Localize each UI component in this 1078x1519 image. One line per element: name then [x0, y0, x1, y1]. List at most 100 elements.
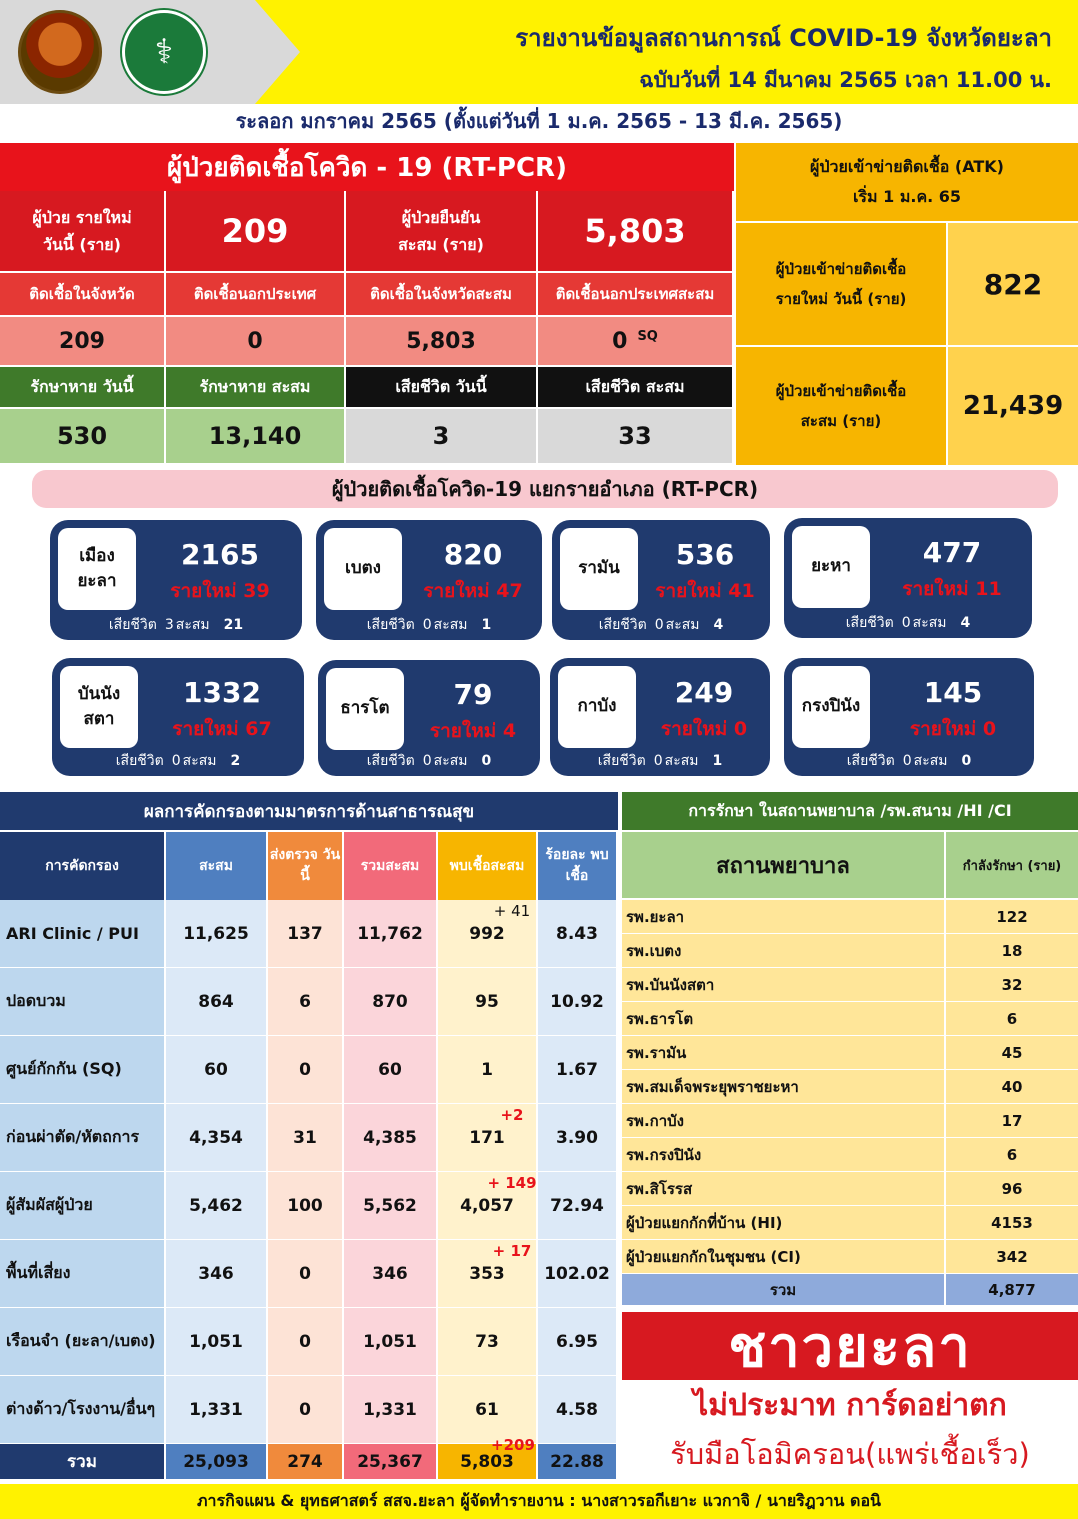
screening-cell: 0 [268, 1240, 344, 1308]
atk-title: ผู้ป่วยเข้าข่ายติดเชื้อ (ATK) เริ่ม 1 ม.… [736, 143, 1078, 221]
atk-new-label-line2: รายใหม่ วันนี้ (ราย) [775, 290, 907, 308]
slogan-line1: ชาวยะลา [622, 1312, 1078, 1380]
hospital-name: รพ.กาบัง [622, 1104, 946, 1138]
cumulative-cases-value: 5,803 [538, 191, 734, 273]
district-death-label: เสียชีวิต [108, 617, 157, 633]
district-death-label: เสียชีวิต [846, 753, 895, 769]
district-total-cases: 1332 [183, 676, 261, 709]
screening-total-cell: 25,367 [344, 1444, 438, 1480]
hospital-count: 96 [946, 1172, 1078, 1206]
screening-cell: 6 [268, 968, 344, 1036]
deaths-cumulative-value: 33 [538, 409, 734, 465]
hospital-name: รพ.สิโรรส [622, 1172, 946, 1206]
district-deaths: เสียชีวิต 0 สะสม 4 [794, 612, 1022, 634]
screening-cell: 95 [438, 968, 538, 1036]
district-death-cumulative: 4 [960, 615, 971, 631]
district-total-cases: 477 [922, 536, 982, 569]
atk-cumulative-label-line2: สะสม (ราย) [800, 412, 882, 430]
screening-cell: ปอดบวม [0, 968, 166, 1036]
district-death-label: เสียชีวิต [597, 753, 646, 769]
district-section-title: ผู้ป่วยติดเชื้อโควิด-19 แยกรายอำเภอ (RT-… [32, 470, 1058, 508]
district-total-cases: 536 [675, 538, 735, 571]
screening-cell: 60 [344, 1036, 438, 1104]
district-cum-label: สะสม [175, 617, 210, 633]
district-death-cumulative: 0 [481, 753, 492, 769]
screening-total-cell: รวม [0, 1444, 166, 1480]
district-death-label: เสียชีวิต [845, 615, 894, 631]
district-cum-label: สะสม [433, 617, 468, 633]
district-new-cases: รายใหม่ 11 [902, 578, 1002, 600]
deaths-cumulative-label: เสียชีวิต สะสม [538, 367, 734, 409]
district-new-cases: รายใหม่ 0 [909, 718, 997, 740]
hospital-count: 32 [946, 968, 1078, 1002]
district-name: เมือง ยะลา [58, 528, 136, 610]
hospital-count: 122 [946, 900, 1078, 934]
district-new-cases: รายใหม่ 67 [172, 718, 272, 740]
hospital-count: 18 [946, 934, 1078, 968]
hospital-count: 342 [946, 1240, 1078, 1274]
screening-total-cell: 5,803 [438, 1444, 538, 1480]
recovered-cumulative-label: รักษาหาย สะสม [166, 367, 346, 409]
screening-cell: 353 [438, 1240, 538, 1308]
screening-total-increase: +209 [491, 1436, 535, 1454]
footer-credits: ภารกิจแผน & ยุทธศาสตร์ สสจ.ยะลา ผู้จัดทำ… [0, 1484, 1078, 1519]
hospital-name: รพ.ยะลา [622, 900, 946, 934]
district-total-cases: 145 [923, 676, 983, 709]
district-cum-label: สะสม [665, 617, 700, 633]
screening-cell: 31 [268, 1104, 344, 1172]
district-name-line1: ธารโต [340, 698, 390, 719]
district-name: ยะหา [792, 526, 870, 608]
district-death-label: เสียชีวิต [598, 617, 647, 633]
screening-cell: 1,331 [166, 1376, 268, 1444]
district-death-cumulative: 2 [230, 753, 241, 769]
recovered-cumulative-value: 13,140 [166, 409, 346, 465]
district-name: กรงปินัง [792, 666, 870, 748]
district-card: กาบัง 249 รายใหม่ 0 เสียชีวิต 0 สะสม 1 [550, 658, 770, 776]
screening-total-cell: 274 [268, 1444, 344, 1480]
district-name: บันนัง สตา [60, 666, 138, 748]
screening-cell: 73 [438, 1308, 538, 1376]
screening-cell: ARI Clinic / PUI [0, 900, 166, 968]
header-banner [255, 0, 1078, 104]
district-name-line1: เบตง [345, 558, 381, 579]
screening-cell: 5,462 [166, 1172, 268, 1240]
atk-cumulative-label: ผู้ป่วยเข้าข่ายติดเชื้อ สะสม (ราย) [736, 347, 946, 465]
atk-title-line1: ผู้ป่วยเข้าข่ายติดเชื้อ (ATK) [810, 156, 1004, 176]
screening-increase-note: + 41 [493, 902, 531, 920]
abroad-cumulative-value: 0 [612, 328, 628, 354]
screening-cell: ศูนย์กักกัน (SQ) [0, 1036, 166, 1104]
hospital-name: รพ.รามัน [622, 1036, 946, 1070]
screening-cell: 3.90 [538, 1104, 618, 1172]
district-death-cumulative: 1 [712, 753, 723, 769]
district-death-cumulative: 21 [223, 617, 244, 633]
abroad-cumulative-note: SQ [637, 328, 658, 344]
district-death-today: 0 [654, 617, 664, 633]
screening-increase-note: + 149 [487, 1174, 537, 1192]
screening-cell: ต่างด้าว/โรงงาน/อื่นๆ [0, 1376, 166, 1444]
slogan-line3: รับมือโอมิครอน(แพร่เชื้อเร็ว) [670, 1437, 1030, 1471]
abroad-infection-label: ติดเชื้อนอกประเทศ [166, 273, 346, 317]
district-deaths: เสียชีวิต 3 สะสม 21 [60, 614, 292, 636]
district-cum-label: สะสม [433, 753, 468, 769]
screening-cell: 72.94 [538, 1172, 618, 1240]
abroad-cumulative-cell: 0 SQ [538, 317, 734, 367]
hospital-name: รพ.สมเด็จพระยุพราชยะหา [622, 1070, 946, 1104]
district-name: รามัน [560, 528, 638, 610]
district-new-cases: รายใหม่ 39 [170, 580, 270, 602]
report-edition: ฉบับวันที่ 14 มีนาคม 2565 เวลา 11.00 น. [639, 68, 1052, 92]
hospital-total-label: รวม [622, 1274, 946, 1306]
recovered-today-value: 530 [0, 409, 166, 465]
district-name-line1: ยะหา [811, 556, 851, 577]
district-death-cumulative: 1 [481, 617, 492, 633]
district-death-today: 0 [902, 753, 912, 769]
atk-cumulative-label-line1: ผู้ป่วยเข้าข่ายติดเชื้อ [775, 382, 907, 400]
screening-cell: 0 [268, 1036, 344, 1104]
district-card: รามัน 536 รายใหม่ 41 เสียชีวิต 0 สะสม 4 [552, 520, 770, 640]
screening-cell: 1,051 [166, 1308, 268, 1376]
district-cum-label: สะสม [664, 753, 699, 769]
report-title: รายงานข้อมูลสถานการณ์ COVID-19 จังหวัดยะ… [515, 24, 1052, 52]
hospital-count: 6 [946, 1138, 1078, 1172]
screening-header-cell: สะสม [166, 832, 268, 900]
district-death-cumulative: 0 [961, 753, 972, 769]
hospital-col-count: กำลังรักษา (ราย) [946, 832, 1078, 898]
